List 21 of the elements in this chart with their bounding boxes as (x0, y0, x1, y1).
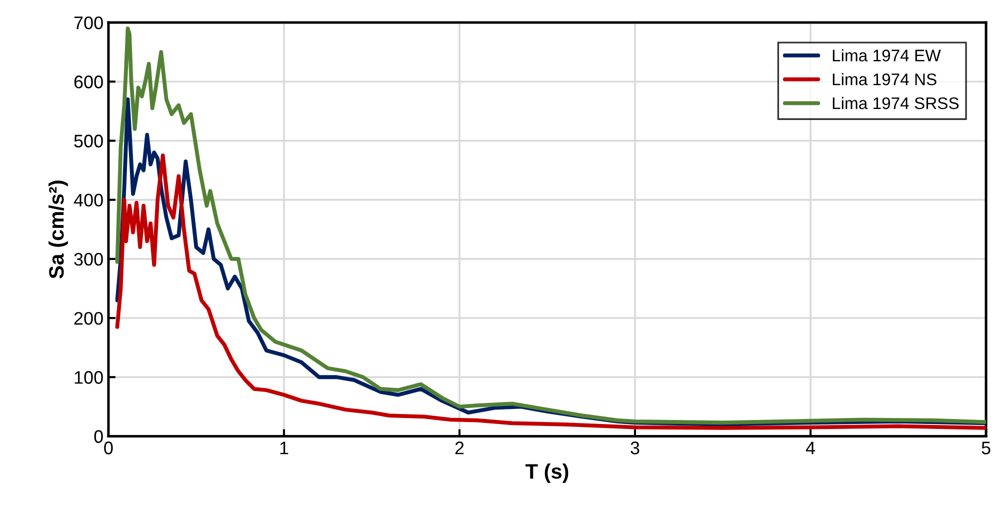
y-tick-label: 100 (74, 371, 103, 384)
x-tick-label: 5 (982, 442, 990, 454)
y-tick-label: 200 (74, 312, 103, 325)
x-axis-title: T (s) (526, 463, 568, 483)
x-tick-label: 1 (280, 442, 288, 454)
y-tick-label: 700 (74, 16, 103, 30)
y-tick-label: 400 (74, 194, 103, 207)
legend-label: Lima 1974 NS (832, 73, 936, 86)
y-tick-label: 600 (74, 76, 103, 88)
y-tick-label: 500 (74, 134, 103, 148)
y-tick-label: 300 (74, 252, 103, 266)
y-axis-title: Sa (cm/s²) (48, 180, 68, 279)
legend-label: Lima 1974 EW (832, 49, 941, 62)
x-tick-label: 3 (630, 442, 640, 454)
y-tick-label: 0 (94, 430, 103, 443)
line-series (115, 26, 986, 425)
x-tick-label: 0 (104, 442, 113, 454)
x-tick-label: 2 (455, 442, 464, 454)
line-series (115, 154, 986, 430)
legend-label: Lima 1974 SRSS (832, 96, 959, 110)
x-tick-label: 4 (806, 442, 816, 454)
